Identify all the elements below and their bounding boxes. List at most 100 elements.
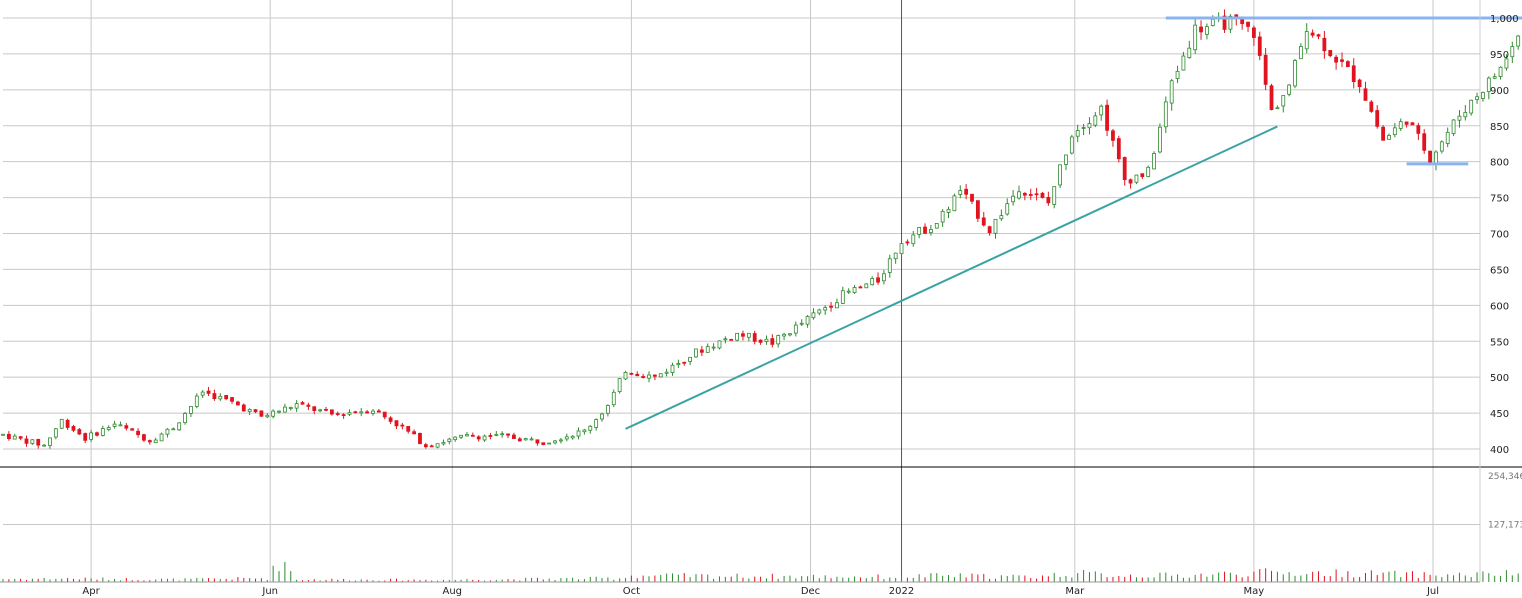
candle-body [952, 195, 957, 212]
candle [48, 437, 52, 449]
candle-body [306, 404, 311, 407]
volume-bar [378, 580, 380, 582]
candle-body [1516, 35, 1521, 47]
candle [412, 429, 416, 435]
volume-bar [237, 577, 239, 582]
candle-body [388, 417, 393, 422]
candle-body [1351, 65, 1356, 83]
volume-bar [1359, 577, 1361, 582]
candle [512, 432, 516, 440]
candle [1251, 25, 1256, 46]
candle-body [142, 434, 146, 441]
candle-body [723, 338, 728, 341]
candle-body [570, 435, 575, 439]
candle-body [153, 439, 158, 444]
time-tick-label: Dec [801, 586, 820, 597]
candle-body [746, 332, 751, 338]
candle-body [259, 410, 264, 417]
candle-body [1293, 60, 1297, 87]
candle-body [1028, 194, 1033, 196]
candle [441, 439, 446, 446]
candle [1134, 174, 1139, 185]
candle [1122, 156, 1127, 186]
volume-bar [936, 573, 938, 582]
candle [165, 428, 170, 438]
candle-body [470, 434, 475, 437]
candle [1387, 133, 1391, 140]
candle-body [793, 324, 798, 334]
candle [641, 373, 646, 379]
candle-body [1111, 130, 1115, 141]
candle-body [1169, 80, 1174, 104]
candle [1381, 125, 1385, 141]
candle [1451, 119, 1456, 137]
volume-bar [554, 580, 556, 582]
candle [253, 408, 258, 414]
price-tick-label: 850 [1490, 122, 1509, 133]
candle-body [1275, 107, 1280, 110]
candle [1345, 60, 1350, 68]
candle-body [1445, 131, 1450, 144]
candle [1410, 122, 1415, 126]
candle [382, 411, 387, 420]
candle [300, 400, 305, 405]
candle [136, 428, 140, 438]
time-tick-label: May [1244, 586, 1265, 597]
candle [1392, 122, 1397, 138]
candle [682, 361, 687, 366]
volume-bar [836, 576, 838, 582]
candle-body [864, 283, 869, 289]
candle-body [635, 373, 640, 377]
candle [212, 389, 217, 401]
volume-bar [1059, 576, 1061, 582]
volume-bar [1006, 576, 1008, 582]
candle [835, 298, 839, 309]
candle [752, 330, 757, 345]
candle [658, 373, 663, 378]
candle-body [329, 409, 334, 415]
volume-bar [918, 574, 920, 582]
volume-bar [1141, 577, 1143, 582]
candle-body [752, 333, 757, 342]
candle-body [811, 312, 816, 319]
volume-bar [1482, 571, 1484, 582]
candle-body [1158, 126, 1162, 153]
candle-body [189, 405, 193, 414]
candle [958, 185, 963, 199]
candle [541, 442, 546, 446]
volume-bar [219, 578, 221, 582]
candle [406, 425, 411, 434]
volume-bar [507, 579, 509, 582]
candle-body [541, 442, 546, 446]
candle-body [224, 395, 229, 400]
candle-body [447, 438, 452, 443]
volume-bar [1112, 576, 1114, 582]
candle [911, 230, 916, 247]
volume-bar [166, 578, 168, 582]
candle [547, 442, 552, 445]
candle [870, 276, 875, 286]
candle [271, 409, 276, 419]
candle-body [1428, 150, 1432, 164]
volume-bar [137, 580, 139, 582]
volume-bar [630, 575, 632, 582]
candle [735, 332, 739, 342]
candle-body [24, 438, 29, 444]
candle [1105, 99, 1109, 137]
time-tick-label: Aug [443, 586, 463, 597]
volume-bar [395, 578, 397, 582]
candle-body [1422, 133, 1427, 151]
volume-bar [1400, 577, 1402, 582]
volume-bar [595, 576, 597, 582]
volume-bar [1423, 572, 1425, 582]
price-tick-label: 750 [1490, 194, 1509, 205]
candle [1163, 96, 1168, 134]
candle-body [30, 439, 35, 444]
volume-bar [765, 578, 767, 582]
candle-body [406, 425, 411, 432]
candle-body [347, 412, 352, 415]
candle [588, 425, 593, 434]
candle [529, 436, 534, 441]
candle-body [664, 371, 669, 374]
candle-body [365, 411, 370, 414]
